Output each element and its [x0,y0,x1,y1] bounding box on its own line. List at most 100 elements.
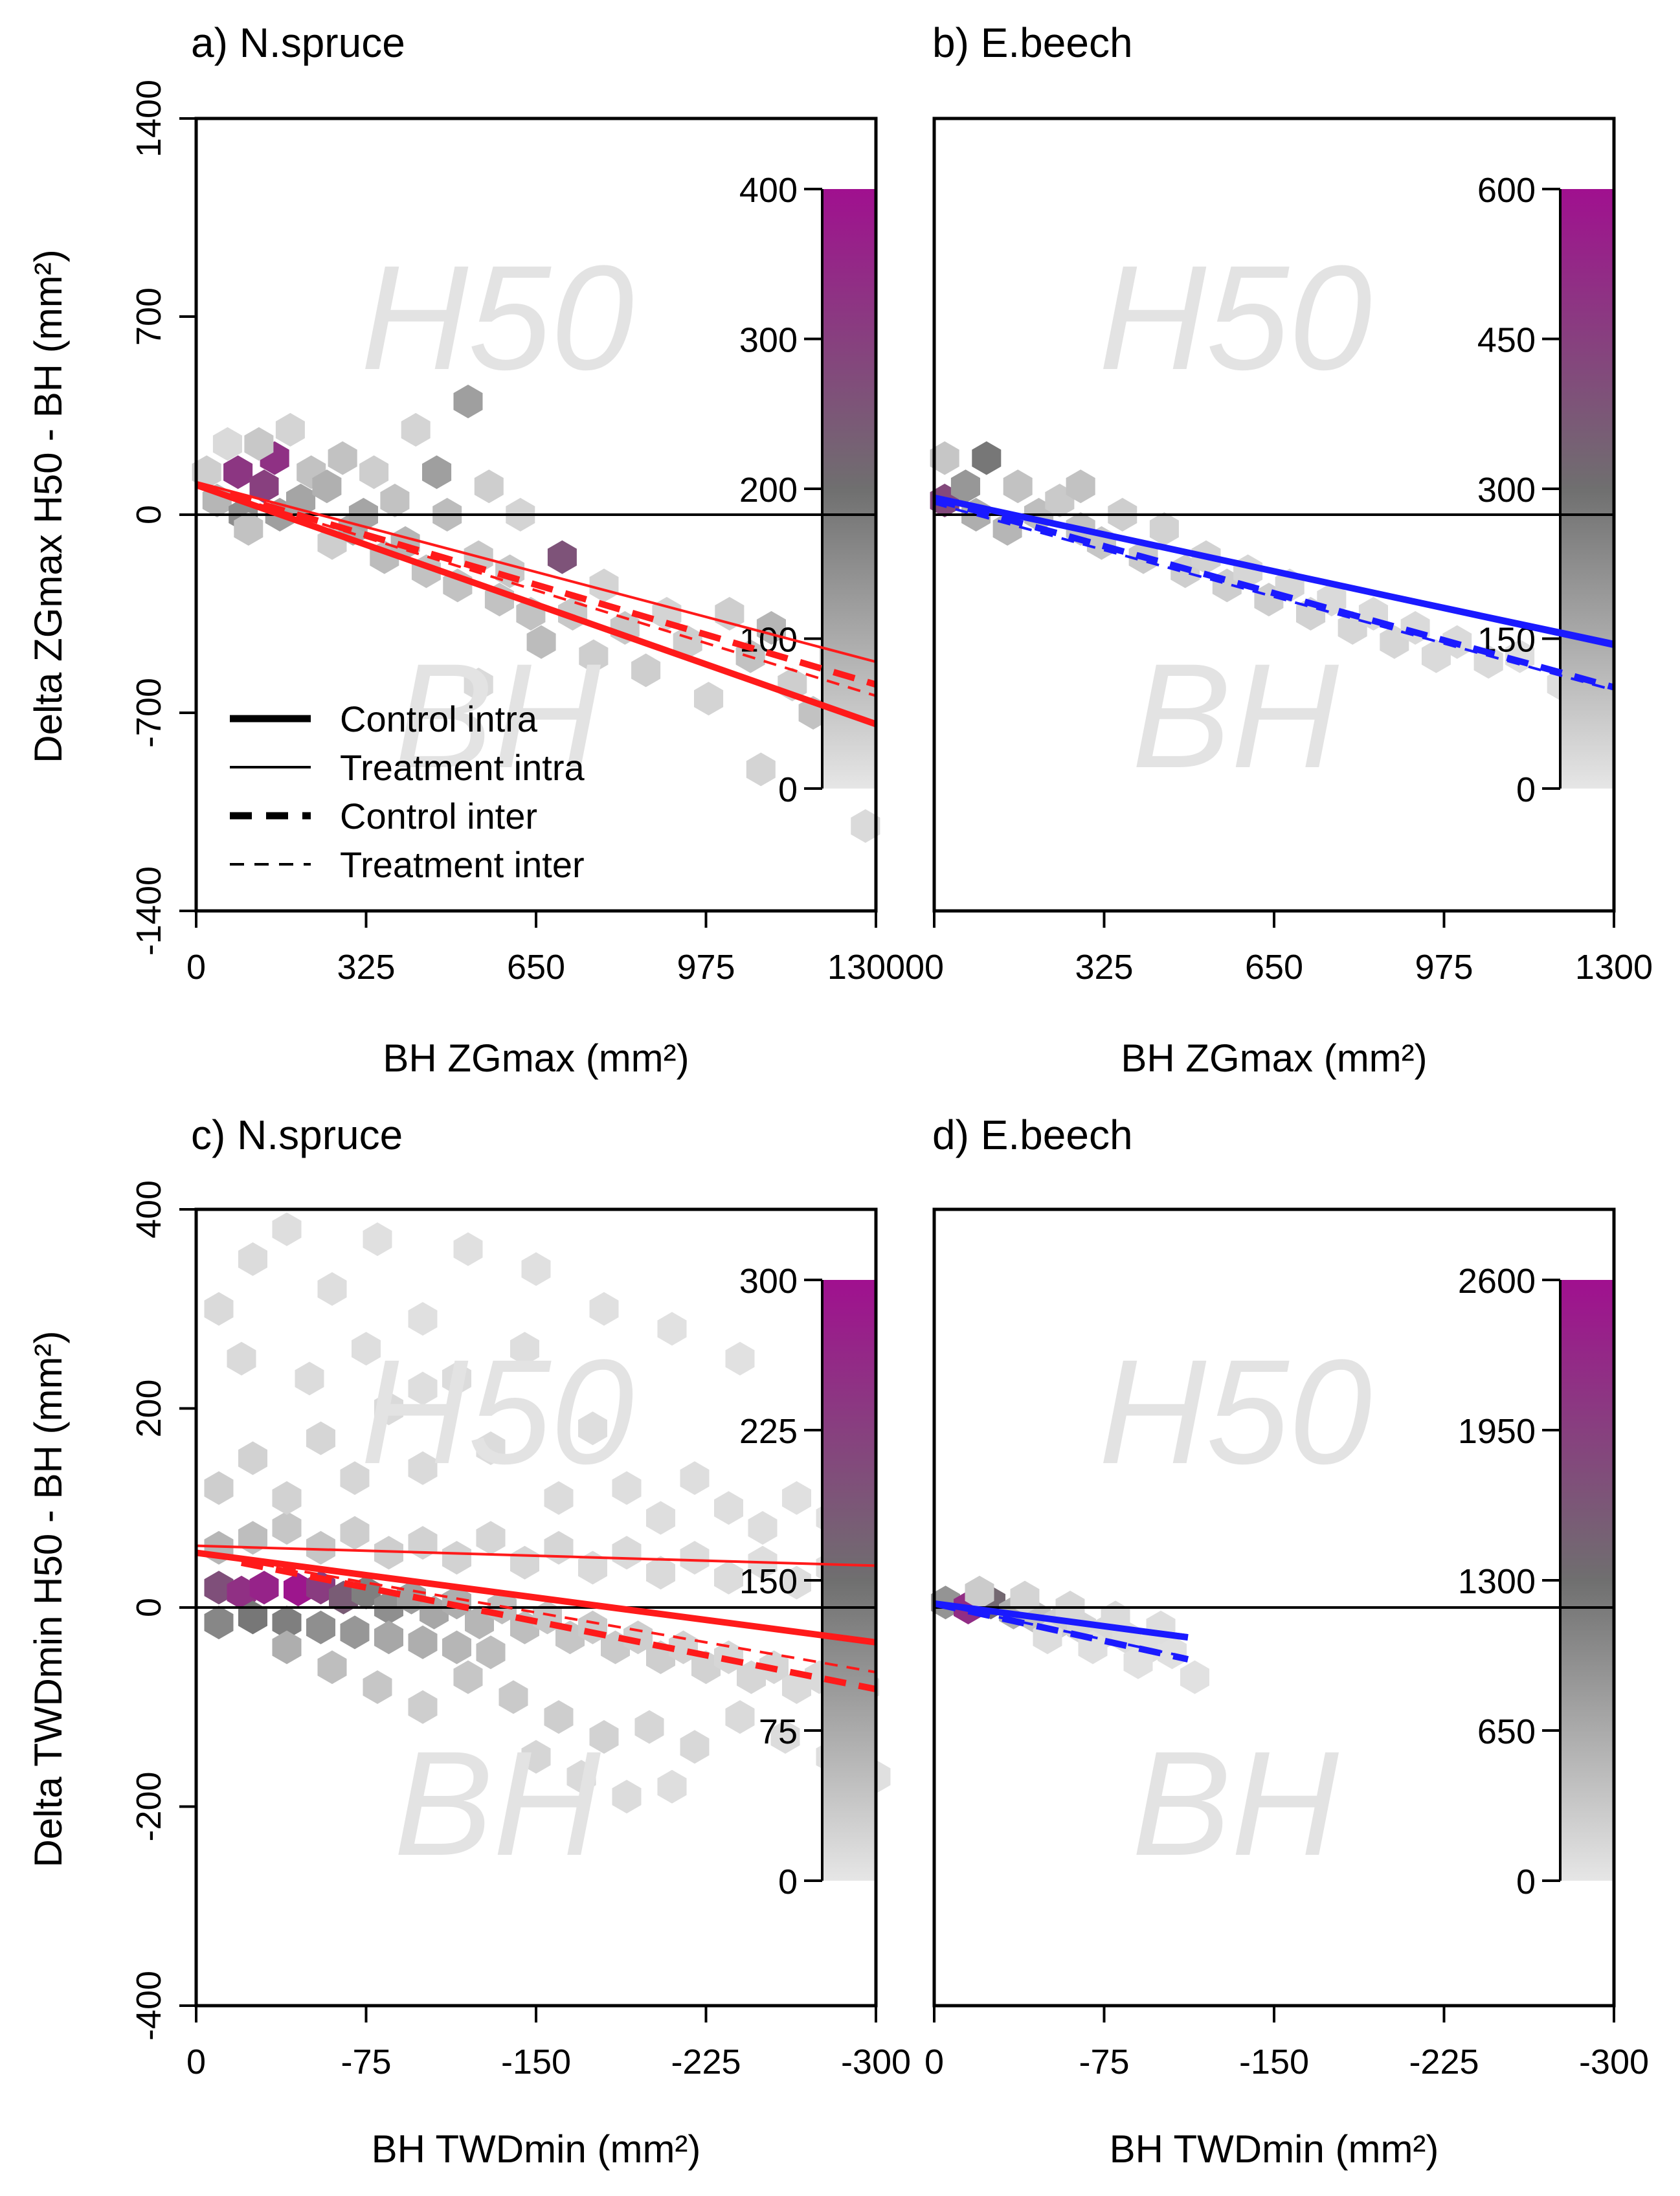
hexbin-cell [521,1252,551,1286]
hexbin-cell [950,469,980,504]
panel-b-x-ticks: 0 325 650 975 1300 [924,911,1653,987]
hexbin-cell [474,469,504,504]
hexbin-cell [930,441,959,475]
color-scale-tick-label: 0 [778,1863,798,1901]
hexbin-cell [212,427,242,461]
panel-d-title: d) E.beech [932,1112,1133,1158]
hexbin-cell [680,1541,710,1575]
region-label-upper: H50 [1099,1328,1372,1495]
color-scale-tick-label: 450 [1477,321,1536,360]
hexbin-cell [374,1620,403,1655]
regression-line-treatment-intra [196,1544,877,1567]
x-tick-label: 1300 [1575,948,1653,987]
y-tick-label: -1400 [129,866,168,956]
y-tick-label: 1400 [129,80,168,157]
hexbin-cell [238,1441,267,1475]
panel-a-x-ticks: 0 325 650 975 13000 [186,911,924,987]
hexbin-cell [631,653,661,688]
hexbin-cell [453,1232,483,1266]
hexbin-cell [612,1471,642,1505]
x-tick-label: 650 [507,948,565,987]
y-tick-label: -200 [129,1771,168,1841]
region-label-upper: H50 [361,234,634,401]
x-tick-label: 0 [924,948,944,987]
color-scale-tick-label: 300 [1477,471,1536,510]
hexbin-cell [306,1421,335,1455]
hexbin-cell [1010,1580,1040,1615]
panel-c-title: c) N.spruce [191,1112,403,1158]
panel-b-title: b) E.beech [932,19,1133,66]
color-scale-tick-label: 1300 [1458,1562,1536,1601]
regression-line-control-inter [933,1600,1189,1663]
y-axis-title-top: Delta ZGmax H50 - BH (mm²) [27,249,70,763]
panel-c-regression-lines [196,1544,877,1692]
panel-c-region-labels: H50 BH [361,1328,634,1887]
panel-a-y-ticks: -1400 -700 0 700 1400 [129,80,196,956]
hexbin-cell [227,1341,256,1376]
panel-b-regression-lines [933,494,1615,691]
hexbin-cell [227,1575,256,1609]
hexbin-cell [442,1630,471,1664]
panel-a-title: a) N.spruce [191,19,405,66]
hexbin-cell [453,1660,483,1694]
x-tick-label: 975 [677,948,735,987]
hexbin-cell [657,1769,687,1804]
hexbin-cell [272,1606,302,1640]
hexbin-cell [972,441,1002,475]
hexbin-cell [578,1551,607,1585]
hexbin-cell [578,1411,607,1446]
regression-line-control-inter [195,482,877,688]
region-label-lower: BH [1132,1720,1339,1887]
regression-line-control-intra [195,482,877,728]
regression-line-treatment-intra [196,480,877,664]
color-scale-bar [1560,189,1613,789]
hexbin-cell [1123,1645,1153,1679]
color-scale-bar [822,189,875,789]
x-tick-label: -75 [1079,2043,1129,2081]
hexbin-cell [453,385,483,419]
x-tick-label: 650 [1245,948,1303,987]
legend-label-treatment-inter: Treatment inter [340,844,585,885]
hexbin-cell [306,1530,335,1565]
color-scale-bar [822,1280,875,1881]
hexbin-cell [272,1481,302,1515]
regression-line-treatment-inter [196,484,877,697]
panel-a-regression-lines [195,480,877,728]
hexbin-cell [476,1431,506,1465]
hexbin-cell [328,441,357,475]
hexbin-cell [579,639,609,673]
hexbin-cell [408,1371,438,1406]
hexbin-cell [234,511,263,546]
x-tick-label: -300 [1579,2043,1649,2081]
panel-a-region-labels: H50 BH [361,234,634,799]
hexbin-cell [673,625,702,659]
hexbin-cell [646,1556,675,1590]
hexbin-cell [363,1222,392,1257]
hexbin-cell [374,1536,403,1570]
y-tick-label: 200 [129,1379,168,1437]
hexbin-cell [204,1471,234,1505]
hexbin-cell [204,1606,234,1640]
y-tick-label: 700 [129,287,168,346]
hexbin-cell [422,455,452,489]
region-label-upper: H50 [1099,234,1372,401]
panel-c-y-ticks: -400 -200 0 200 400 [129,1180,196,2041]
color-scale-bar [1560,1280,1613,1881]
hexbin-cell [340,1615,370,1650]
hexbin-cell [612,1780,642,1814]
x-tick-label: 325 [337,948,395,987]
legend-label-control-intra: Control intra [340,699,538,739]
legend-label-control-inter: Control inter [340,796,537,836]
hexbin-cell [420,1595,449,1630]
x-tick-label: -225 [1409,2043,1479,2081]
hexbin-cell [408,1690,438,1724]
hexbin-cell [510,1332,539,1366]
hexbin-cell [589,568,619,603]
hexbin-cell [612,1536,642,1570]
hexbin-cell [714,1491,743,1525]
y-tick-label: -700 [129,678,168,748]
x-tick-label: -225 [671,2043,741,2081]
panel-c-spruce-twdmin: c) N.spruce 0 75 150 225 300 H50 BH 0 -75 -150 -… [129,1112,911,2171]
hexbin-cell [748,1511,778,1545]
